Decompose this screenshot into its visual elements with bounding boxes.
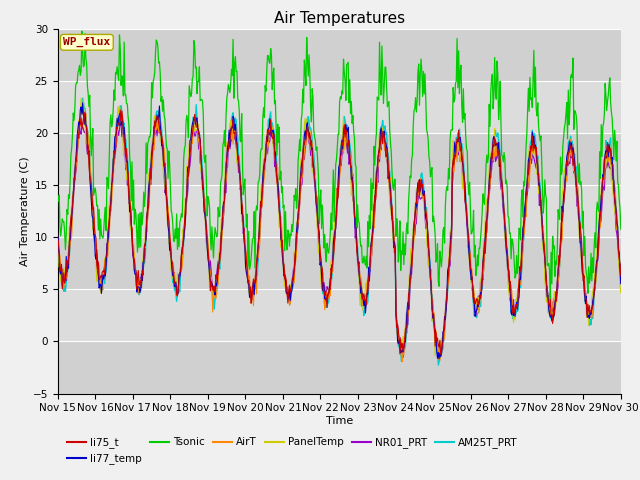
Bar [58,81,621,133]
Bar [58,289,621,341]
X-axis label: Time: Time [326,416,353,426]
Title: Air Temperatures: Air Temperatures [274,11,404,26]
Bar [58,29,621,81]
Bar [58,237,621,289]
Text: WP_flux: WP_flux [63,37,111,48]
Bar [58,341,621,394]
Y-axis label: Air Temperature (C): Air Temperature (C) [20,156,29,266]
Legend: li75_t, li77_temp, Tsonic, AirT, PanelTemp, NR01_PRT, AM25T_PRT: li75_t, li77_temp, Tsonic, AirT, PanelTe… [63,433,522,468]
Bar [58,133,621,185]
Bar [58,185,621,237]
